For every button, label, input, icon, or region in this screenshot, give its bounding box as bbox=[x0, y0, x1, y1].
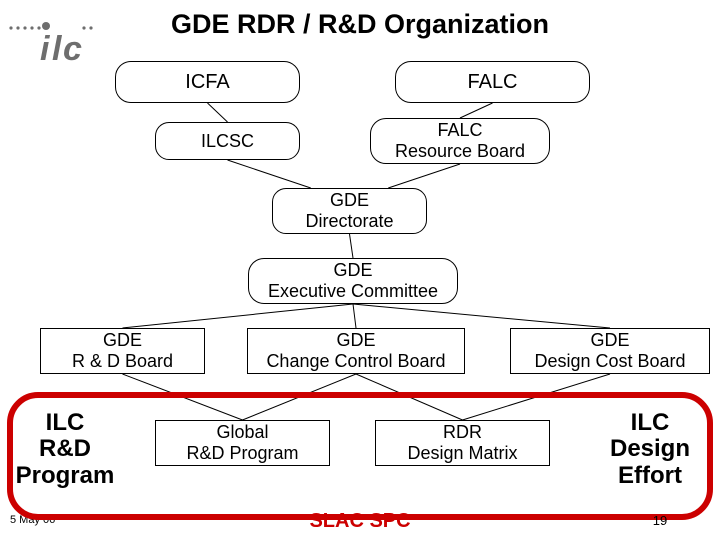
ilc-rd-prog: ILC R&D Program bbox=[0, 410, 135, 489]
stage: i l c GDE RDR / R&D Organization ICFAFAL… bbox=[0, 0, 720, 540]
ilc-design-effort: ILC Design Effort bbox=[580, 410, 720, 489]
footer-page: 19 bbox=[640, 514, 680, 528]
footer-venue: SLAC SPC bbox=[0, 510, 720, 532]
bottom-labels: ILC R&D Program ILC Design Effort bbox=[0, 0, 720, 540]
